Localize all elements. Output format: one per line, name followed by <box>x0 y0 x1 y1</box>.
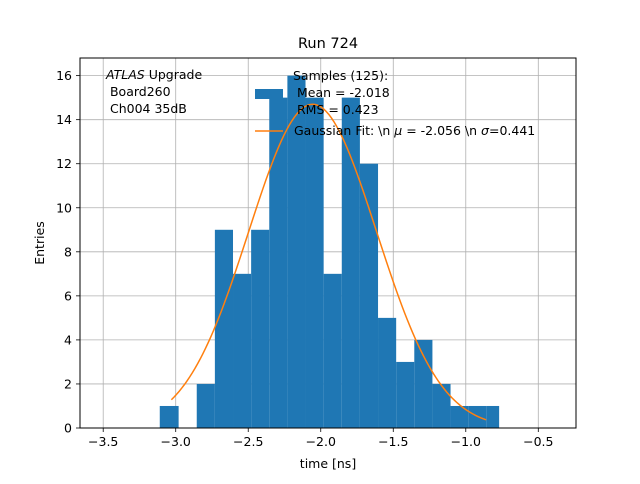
histogram-bar <box>305 97 324 429</box>
atlas-label: ATLAS <box>105 67 145 82</box>
legend-fit-suffix: =0.441 <box>489 123 535 138</box>
histogram-bar <box>159 405 179 428</box>
histogram-bar <box>486 405 500 428</box>
y-axis-label: Entries <box>32 221 47 265</box>
legend-fit-mu: μ <box>393 123 402 138</box>
x-tick-label: −1.5 <box>378 434 408 449</box>
histogram-bar <box>378 317 397 428</box>
histogram-bar <box>359 163 379 428</box>
histogram-bar <box>233 273 252 428</box>
plot-frame <box>79 57 577 429</box>
bars-layer <box>159 75 500 429</box>
histogram-bar <box>251 229 270 428</box>
x-tick-label: −0.5 <box>523 434 553 449</box>
x-tick-label: −1.0 <box>451 434 481 449</box>
histogram-bar <box>323 273 342 428</box>
legend-fit-sigma: σ <box>481 123 490 138</box>
y-tick-label: 0 <box>64 421 72 436</box>
legend-samples-rms: RMS = 0.423 <box>293 102 379 117</box>
histogram-bar <box>450 405 469 428</box>
legend-fit-prefix: Gaussian Fit: \n <box>294 123 394 138</box>
histogram-bar <box>214 229 234 428</box>
legend-fit-mid: = -2.056 \n <box>402 123 481 138</box>
x-tick-label: −2.0 <box>306 434 336 449</box>
x-ticks: −3.5 −3.0 −2.5 −2.0 −1.5 −1.0 −0.5 <box>88 428 553 449</box>
histogram-bar <box>432 383 451 428</box>
histogram-bar <box>287 75 306 428</box>
y-tick-label: 2 <box>64 376 72 391</box>
legend-fit-entry: Gaussian Fit: \n μ = -2.056 \n σ=0.441 <box>294 123 535 138</box>
atlas-upgrade-text: Upgrade <box>145 67 203 82</box>
legend-samples-title: Samples (125): <box>293 68 388 83</box>
legend: Samples (125): Mean = -2.018 RMS = 0.423… <box>255 68 535 138</box>
x-tick-label: −3.5 <box>88 434 118 449</box>
atlas-annotation: ATLAS Upgrade Board260 Ch004 35dB <box>105 67 202 116</box>
y-tick-label: 10 <box>56 200 72 215</box>
atlas-annotation-line1: ATLAS Upgrade <box>105 67 202 82</box>
y-tick-label: 12 <box>56 156 72 171</box>
histogram-bar <box>269 97 288 429</box>
histogram-bar <box>396 361 415 428</box>
fit-layer <box>170 103 487 421</box>
histogram-bar <box>414 339 433 428</box>
atlas-annotation-line2: Board260 <box>106 84 171 99</box>
y-tick-label: 16 <box>56 68 72 83</box>
chart-title: Run 724 <box>298 36 358 52</box>
legend-histogram-swatch <box>255 89 283 99</box>
x-tick-label: −2.5 <box>233 434 263 449</box>
histogram-bar <box>341 97 360 429</box>
x-tick-label: −3.0 <box>161 434 191 449</box>
y-tick-label: 8 <box>64 244 72 259</box>
atlas-annotation-line3: Ch004 35dB <box>106 101 187 116</box>
x-axis-label: time [ns] <box>300 456 356 471</box>
y-tick-label: 14 <box>56 112 72 127</box>
y-tick-label: 6 <box>64 288 72 303</box>
y-tick-label: 4 <box>64 332 72 347</box>
gaussian-fit-curve <box>170 103 487 421</box>
histogram-bar <box>196 383 215 428</box>
legend-samples-mean: Mean = -2.018 <box>293 85 390 100</box>
y-ticks: 0 2 4 6 8 10 12 14 16 <box>56 68 80 436</box>
